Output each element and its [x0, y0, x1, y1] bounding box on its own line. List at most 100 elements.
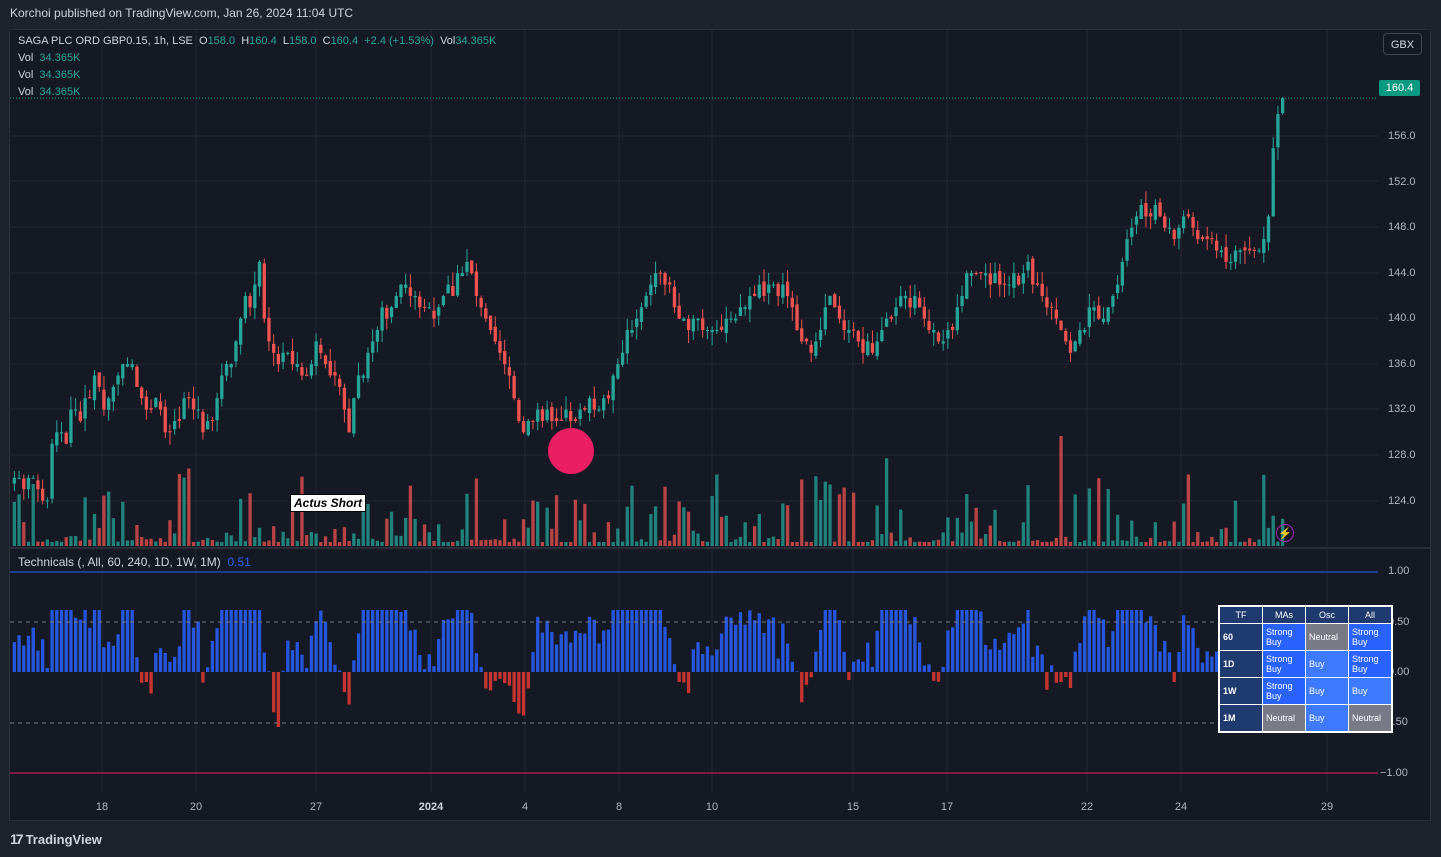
candle [701, 318, 705, 331]
oscillator-bar [682, 672, 686, 683]
high-value: 160.4 [249, 35, 277, 47]
volume-bar [1172, 521, 1176, 546]
candle [1120, 261, 1124, 286]
open-value: 158.0 [207, 35, 236, 47]
candle [922, 306, 926, 319]
lightning-icon[interactable]: ⚡ [1276, 524, 1294, 542]
volume-bar [352, 533, 356, 546]
volume-bar [517, 541, 521, 546]
volume-bar [644, 541, 648, 546]
volume-legend-label: Vol [18, 69, 34, 81]
actus-short-label[interactable]: Actus Short [290, 494, 367, 512]
volume-label: Vol [440, 35, 456, 47]
open-label: O [199, 35, 208, 47]
tf-cell: 1W [1218, 677, 1263, 705]
volume-bar [710, 495, 714, 546]
oscillator-bar [804, 672, 809, 685]
candle [800, 328, 804, 342]
candle [658, 272, 662, 274]
chart-frame[interactable] [9, 29, 1431, 821]
oscillator-bar [955, 610, 959, 672]
candle [323, 355, 328, 365]
oscillator-bar [1064, 672, 1068, 678]
volume-legend-3[interactable]: Vol 34.365K [18, 86, 80, 98]
volume-bar [795, 542, 799, 546]
oscillator-bar [125, 610, 130, 672]
volume-bar [149, 538, 153, 546]
oscillator-bar [998, 649, 1002, 672]
candle [59, 432, 64, 434]
volume-bar [1064, 536, 1068, 546]
volume-bar [1233, 500, 1238, 546]
candle [554, 418, 559, 421]
volume-bar [837, 494, 842, 546]
oscillator-bar [635, 610, 639, 672]
volume-bar [257, 527, 262, 546]
candle [371, 341, 375, 353]
candle [635, 318, 639, 327]
candle [267, 317, 271, 342]
candle [776, 283, 780, 296]
volume-bar [913, 541, 917, 546]
volume-bar [309, 532, 314, 546]
oscillator-bar [592, 619, 596, 672]
oscillator-bar [550, 631, 554, 672]
volume-bar [880, 534, 884, 546]
candle [12, 477, 17, 484]
time-tick: 15 [846, 801, 860, 813]
currency-button[interactable]: GBX [1383, 33, 1422, 55]
volume-legend-1[interactable]: Vol 34.365K [18, 52, 80, 64]
oscillator-bar [427, 654, 431, 672]
time-tick: 22 [1080, 801, 1094, 813]
volume-bar [701, 541, 705, 546]
volume-bar [1092, 541, 1096, 546]
symbol-legend[interactable]: SAGA PLC ORD GBP0.15, 1h, LSE O158.0 H16… [18, 35, 496, 47]
oscillator-bar [870, 666, 875, 672]
volume-bar [135, 524, 139, 546]
oscillator-bar [512, 672, 516, 702]
oscillator-bar [272, 672, 276, 713]
candle [300, 367, 304, 376]
candle [993, 273, 997, 284]
price-tick: 132.0 [1388, 403, 1416, 415]
volume-bar [757, 514, 761, 546]
volume-bar [979, 538, 983, 546]
oscillator-bar [158, 648, 163, 672]
volume-bar [140, 537, 144, 546]
candle [743, 307, 747, 310]
volume-bar [988, 525, 992, 546]
oscillator-bar [1059, 672, 1063, 682]
candle [1092, 307, 1096, 311]
close-value: 160.4 [330, 35, 359, 47]
volume-bar [639, 539, 644, 546]
volume-legend-2[interactable]: Vol 34.365K [18, 69, 80, 81]
technicals-legend[interactable]: Technicals (, All, 60, 240, 1D, 1W, 1M) … [18, 555, 251, 569]
time-tick: 2024 [418, 801, 444, 813]
volume-bar [536, 501, 540, 546]
candle [116, 375, 120, 385]
volume-bar [658, 540, 662, 546]
volume-bar [371, 538, 375, 546]
candle [111, 386, 116, 402]
oscillator-bar [503, 672, 507, 684]
oscillator-bar [50, 610, 54, 672]
volume-bar [672, 534, 677, 546]
volume-bar [92, 513, 97, 546]
candle [757, 284, 761, 298]
candle [305, 374, 309, 376]
candle [1276, 114, 1280, 148]
osc-tick: 0.00 [1388, 666, 1410, 678]
candle [724, 318, 728, 334]
table-header: MAs [1262, 605, 1306, 624]
oscillator-bar [1040, 654, 1044, 672]
price-tick: 128.0 [1388, 449, 1416, 461]
oscillator-bar [809, 672, 813, 678]
oscillator-bar [83, 610, 87, 672]
oscillator-bar [17, 635, 21, 672]
candle [385, 307, 389, 319]
candle [917, 297, 922, 308]
volume-bar [1271, 515, 1275, 546]
volume-bar [366, 503, 370, 546]
oscillator-bar [701, 654, 705, 672]
